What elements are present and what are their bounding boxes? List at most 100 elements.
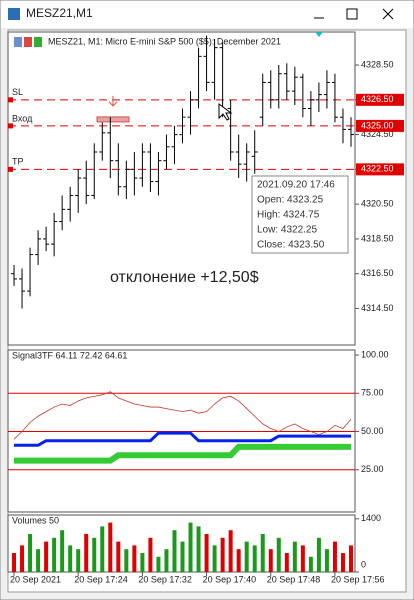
volume-bar — [180, 541, 185, 572]
level-price-label: 4322.50 — [361, 164, 394, 174]
toolbar-icon[interactable] — [24, 37, 32, 47]
level-price-tag — [356, 163, 404, 176]
volume-bar — [348, 545, 353, 572]
level-price-label: 4326.50 — [361, 94, 394, 104]
chart-header: MESZ21, M1: Micro E-mini S&P 500 ($5): D… — [48, 36, 281, 46]
volume-bar — [84, 534, 89, 572]
x-tick-label: 20 Sep 2021 — [10, 574, 61, 584]
volume-bar — [332, 541, 337, 572]
level-price-tag — [356, 93, 404, 106]
y-tick-label: 75.00 — [361, 388, 384, 398]
shift-marker — [315, 32, 323, 37]
level-name: TP — [12, 157, 24, 167]
y-tick-label: 4328.50 — [361, 59, 394, 69]
indicator-line — [14, 443, 351, 464]
volume-bar — [108, 522, 113, 572]
volume-bar — [268, 549, 273, 572]
volume-bar — [284, 553, 289, 572]
volume-bar — [260, 534, 265, 572]
x-tick-label: 20 Sep 17:32 — [138, 574, 192, 584]
volume-bar — [156, 556, 161, 572]
indicator-line — [14, 431, 351, 447]
tooltip — [251, 175, 349, 254]
tooltip-line: Close: 4323.50 — [257, 240, 325, 251]
y-tick-label: 4316.50 — [361, 268, 394, 278]
volume-bar — [252, 545, 257, 572]
volume-bar — [188, 522, 193, 572]
toolbar-icon[interactable] — [14, 37, 22, 47]
volume-bar — [276, 537, 281, 572]
y-tick-label: 50.00 — [361, 426, 384, 436]
volume-bar — [196, 526, 201, 572]
indicator-line — [13, 391, 352, 440]
volume-bar — [172, 530, 177, 572]
volume-bar — [324, 549, 329, 572]
volume-bar — [20, 545, 25, 572]
maximize-button[interactable] — [346, 8, 358, 20]
main-panel — [7, 31, 356, 346]
level-name: Вход — [12, 113, 33, 123]
y-tick-label: 1400 — [361, 513, 381, 523]
close-button[interactable] — [382, 8, 394, 20]
volume-bar — [164, 549, 169, 572]
annotation: отклонение +12,50$ — [110, 269, 259, 286]
volume-bar — [228, 530, 233, 572]
x-tick-label: 20 Sep 17:24 — [74, 574, 128, 584]
tooltip-line: Low: 4322.25 — [257, 225, 317, 236]
volume-bar — [236, 549, 241, 572]
volume-bar — [92, 537, 97, 572]
tooltip-line: 2021.09.20 17:46 — [257, 180, 335, 191]
entry-arrow — [108, 95, 118, 107]
volume-bar — [148, 537, 153, 572]
volume-bar — [292, 541, 297, 572]
tooltip-line: Open: 4323.25 — [257, 195, 324, 206]
level-name: SL — [12, 87, 23, 97]
volume-bar — [36, 549, 41, 572]
y-tick-label: 0 — [361, 559, 366, 569]
volume-bar — [68, 545, 73, 572]
y-tick-label: 4318.50 — [361, 233, 394, 243]
volume-bar — [12, 553, 17, 572]
indicator-header: Signal3TF 64.11 72.42 64.61 — [12, 350, 127, 360]
volume-bar — [60, 530, 65, 572]
level-price-label: 4325.00 — [361, 120, 394, 130]
app-icon — [8, 8, 20, 20]
volume-bar — [316, 537, 321, 572]
y-tick-label: 25.00 — [361, 464, 384, 474]
title-bar — [1, 1, 413, 28]
volume-bar — [28, 534, 33, 572]
level-handle — [8, 123, 13, 129]
entry-marker — [96, 116, 130, 123]
volume-bar — [124, 549, 129, 572]
tooltip-line: High: 4324.75 — [257, 210, 320, 221]
y-tick-label: 4324.50 — [361, 129, 394, 139]
level-handle — [8, 97, 13, 103]
y-tick-label: 100.00 — [361, 349, 389, 359]
volume-bar — [52, 537, 57, 572]
x-tick-label: 20 Sep 17:56 — [331, 574, 385, 584]
level-price-tag — [356, 119, 404, 132]
volume-bar — [140, 553, 145, 572]
volume-bar — [116, 541, 121, 572]
volume-bar — [340, 553, 345, 572]
y-tick-label: 4320.50 — [361, 199, 394, 209]
volume-bar — [212, 545, 217, 572]
volume-bar — [244, 541, 249, 572]
x-tick-label: 20 Sep 17:40 — [203, 574, 257, 584]
volume-bar — [100, 526, 105, 572]
y-tick-label: 4314.50 — [361, 303, 394, 313]
volume-bar — [132, 545, 137, 572]
volume-bar — [204, 534, 209, 572]
volume-bar — [220, 537, 225, 572]
volume-bar — [44, 541, 49, 572]
level-handle — [8, 166, 13, 172]
volume-bar — [308, 556, 313, 572]
mouse-cursor — [218, 103, 233, 121]
window-title: MESZ21,M1 — [26, 6, 93, 20]
indicator-panel — [7, 349, 356, 513]
chart-area — [7, 29, 407, 593]
toolbar-icon[interactable] — [34, 37, 42, 47]
volume-bar — [76, 549, 81, 572]
volume-header: Volumes 50 — [12, 515, 59, 525]
